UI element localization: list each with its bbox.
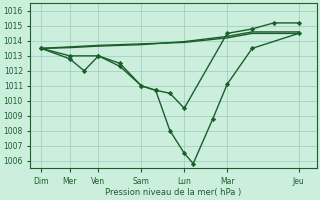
X-axis label: Pression niveau de la mer( hPa ): Pression niveau de la mer( hPa ) — [105, 188, 242, 197]
